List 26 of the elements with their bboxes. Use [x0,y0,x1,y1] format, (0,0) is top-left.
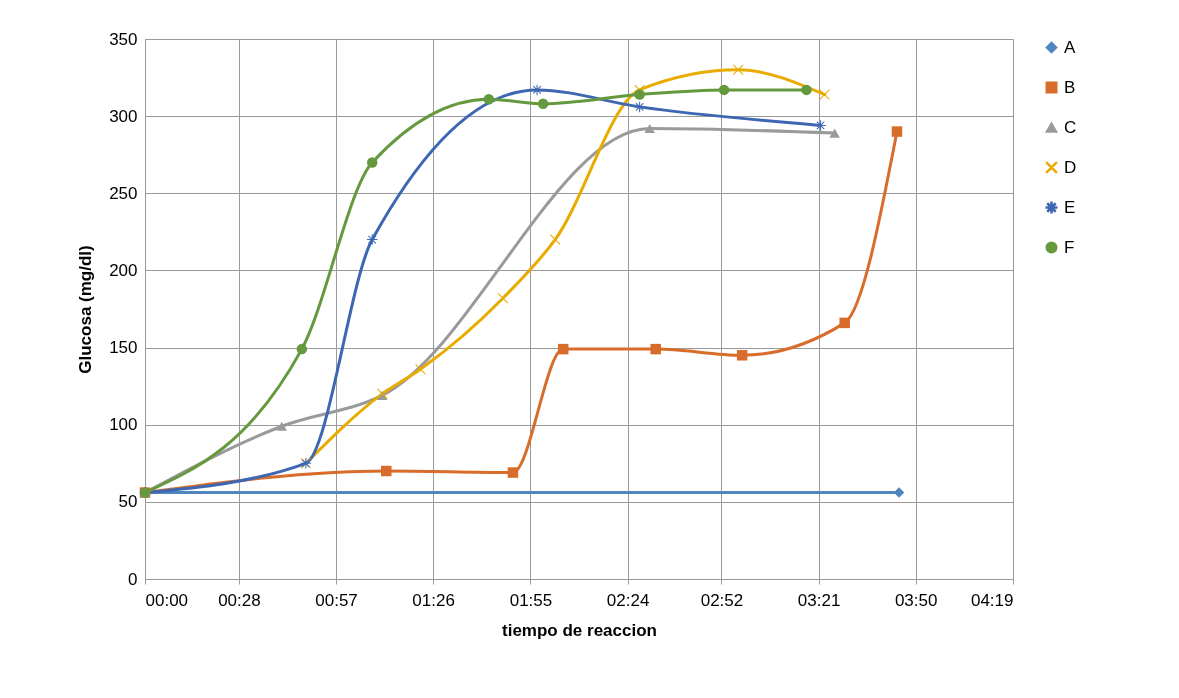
legend-label: E [1064,197,1076,217]
x-tick-label: 03:21 [797,590,841,610]
y-tick-label: 300 [109,106,138,126]
x-tick-label: 00:28 [218,590,261,610]
x-tick-label: 01:26 [412,590,455,610]
y-tick-label: 250 [109,183,138,203]
y-tick-label: 100 [109,415,138,435]
x-tick-label: 00:00 [145,590,189,610]
y-tick-label: 350 [109,29,138,49]
y-axis-title: Glucosa (mg/dl) [76,245,96,374]
y-tick-label: 50 [118,492,138,512]
x-tick-label: 04:19 [970,590,1014,610]
legend-label: F [1064,237,1075,257]
x-tick-label: 02:52 [700,590,744,610]
x-tick-label: 03:50 [894,590,938,610]
x-tick-label: 02:24 [606,590,650,610]
x-axis-title: tiempo de reaccion [502,620,657,640]
y-tick-label: 150 [109,338,138,358]
y-tick-label: 200 [109,260,138,280]
x-tick-label: 00:57 [315,590,358,610]
legend-label: B [1064,77,1076,97]
y-tick-label: 0 [128,569,138,589]
legend-label: A [1064,37,1076,57]
legend-label: C [1064,117,1077,137]
x-tick-label: 01:55 [509,590,553,610]
legend-label: D [1064,157,1077,177]
